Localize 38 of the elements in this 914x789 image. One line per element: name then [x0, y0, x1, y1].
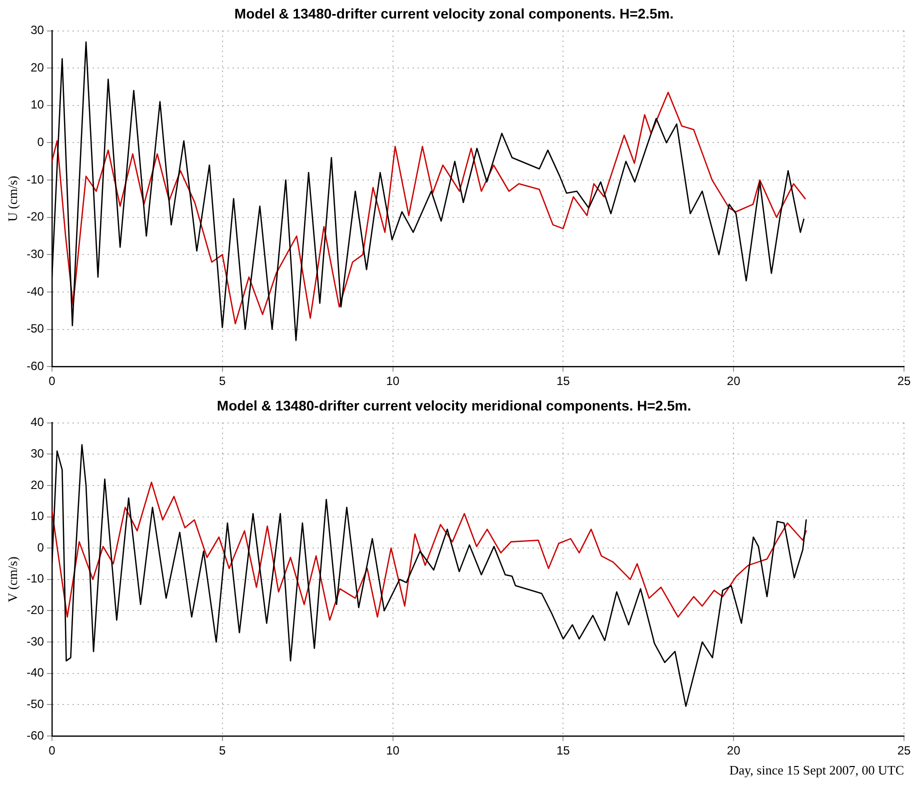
x-tick-label: 0	[48, 744, 56, 758]
y-tick-label: -40	[26, 666, 44, 680]
x-tick-label: 15	[556, 744, 570, 758]
y-tick-label: -30	[26, 634, 44, 648]
y-tick-label: -20	[26, 210, 44, 224]
x-tick-label: 0	[48, 374, 56, 388]
x-tick-label: 20	[726, 744, 741, 758]
chart-title: Model & 13480-drifter current velocity meridional components. H=2.5m.	[216, 397, 692, 414]
y-axis-title: V (cm/s)	[5, 556, 20, 602]
x-tick-label: 5	[219, 374, 226, 388]
y-axis-title: U (cm/s)	[5, 176, 20, 222]
x-tick-label: 20	[726, 374, 741, 388]
x-tick-label: 25	[897, 744, 911, 758]
y-tick-label: -10	[26, 572, 44, 586]
y-tick-label: 30	[30, 446, 44, 460]
y-tick-label: -60	[26, 728, 44, 742]
y-tick-label: -30	[26, 246, 44, 261]
x-tick-label: 15	[556, 374, 570, 388]
x-tick-label: 25	[897, 374, 911, 388]
y-tick-label: -20	[26, 603, 44, 618]
x-tick-label: 5	[219, 744, 226, 758]
x-tick-label: 10	[386, 744, 400, 758]
y-tick-label: 20	[30, 478, 44, 492]
y-tick-label: 20	[30, 60, 44, 74]
x-axis-title: Day, since 15 Sept 2007, 00 UTC	[729, 762, 904, 778]
y-tick-label: -50	[26, 696, 44, 711]
x-tick-label: 10	[386, 374, 400, 388]
y-tick-label: 10	[30, 98, 44, 112]
y-tick-label: -40	[26, 284, 44, 298]
chart-title: Model & 13480-drifter current velocity zonal components. H=2.5m.	[234, 5, 674, 22]
y-tick-label: 40	[30, 415, 44, 430]
y-tick-label: -10	[26, 172, 44, 186]
y-tick-label: -50	[26, 322, 44, 336]
y-tick-label: 10	[30, 509, 44, 524]
y-tick-label: 30	[30, 23, 44, 38]
y-tick-label: 0	[37, 540, 44, 554]
y-tick-label: 0	[37, 135, 44, 150]
y-tick-label: -60	[26, 358, 44, 373]
